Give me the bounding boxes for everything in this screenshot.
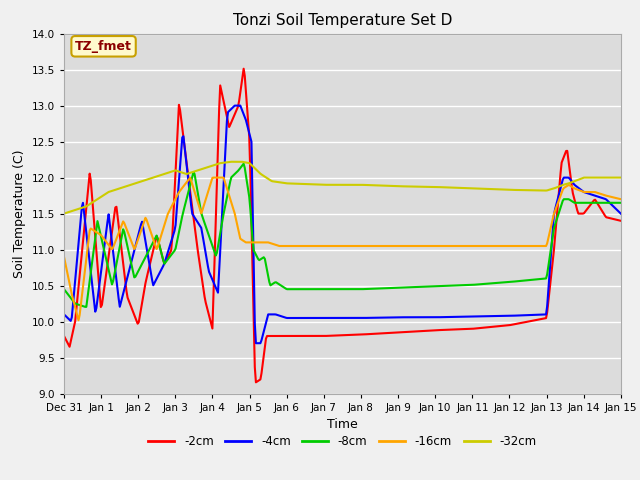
- Legend: -2cm, -4cm, -8cm, -16cm, -32cm: -2cm, -4cm, -8cm, -16cm, -32cm: [144, 430, 541, 453]
- Text: TZ_fmet: TZ_fmet: [75, 40, 132, 53]
- Title: Tonzi Soil Temperature Set D: Tonzi Soil Temperature Set D: [233, 13, 452, 28]
- Y-axis label: Soil Temperature (C): Soil Temperature (C): [13, 149, 26, 278]
- X-axis label: Time: Time: [327, 418, 358, 431]
